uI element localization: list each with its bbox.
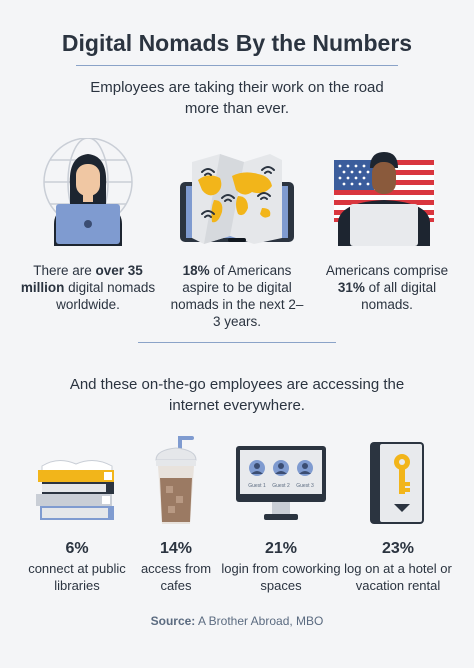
nomad-woman-laptop-icon [43,138,133,246]
us-flag-man-laptop-icon [334,152,434,246]
guest-1-label: Guest 1 [248,483,266,489]
stat-coworking-spaces: 21% login from coworking spaces [221,540,341,593]
guest-2-label: Guest 2 [272,483,290,489]
stat-public-libraries: 6% connect at public libraries [28,540,126,593]
stat-cafes: 14% access from cafes [140,540,212,593]
stat-hotel-vacation-rental: 23% log on at a hotel or vacation rental [344,540,452,593]
source-text: A Brother Abroad, MBO [195,614,324,628]
intro-text: Employees are taking their work on the r… [90,79,384,117]
section-divider [138,342,336,343]
source-label: Source: [150,614,196,628]
world-map-tablet-icon [180,154,294,244]
video-call-monitor-icon: Guest 1 Guest 2 Guest 3 [236,446,326,520]
iced-coffee-icon [155,436,197,524]
title-divider [76,65,398,66]
stat-americans-aspire: 18% of Americans aspire to be digital no… [170,263,304,329]
section-intro-text: And these on-the-go employees are access… [69,376,405,414]
guest-3-label: Guest 3 [296,483,314,489]
books-stack-icon [36,460,114,520]
page-title: Digital Nomads By the Numbers [61,30,413,56]
source-credit: Source: A Brother Abroad, MBO [0,614,474,628]
stat-americans-comprise: Americans comprise 31% of all digital no… [325,263,449,312]
stat-digital-nomads-worldwide: There are over 35 million digital nomads… [20,263,156,312]
hotel-keycard-icon [370,442,424,524]
